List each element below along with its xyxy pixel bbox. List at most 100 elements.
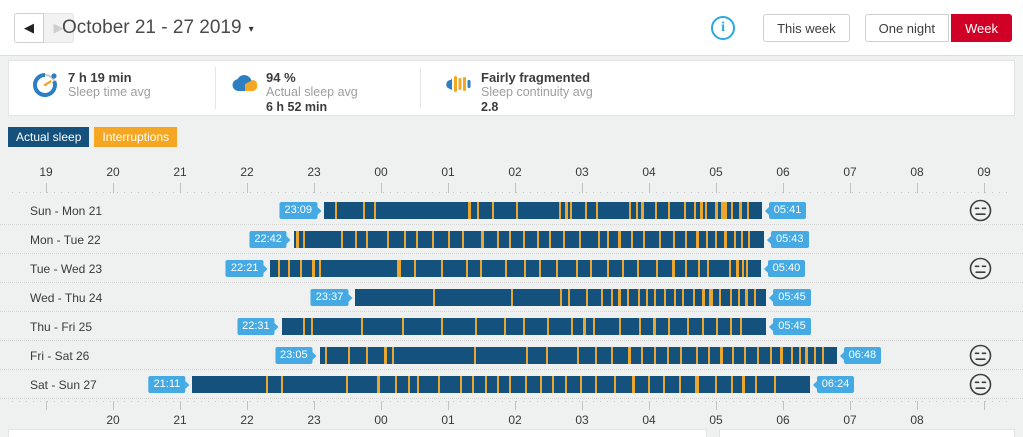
this-week-button[interactable]: This week [763, 14, 850, 42]
sleep-bar[interactable] [270, 260, 761, 277]
interruption-mark [705, 202, 708, 219]
bottom-axis-hour-label: 04 [642, 413, 656, 427]
interruption-mark [754, 289, 756, 306]
interruption-mark [668, 202, 671, 219]
interruption-mark [565, 202, 569, 219]
interruption-mark [303, 231, 306, 248]
interruption-mark [600, 289, 603, 306]
interruption-mark [595, 376, 598, 393]
one-night-button[interactable]: One night [864, 14, 949, 42]
interruption-mark [448, 231, 451, 248]
info-icon[interactable]: i [711, 16, 736, 40]
interruption-mark [684, 231, 687, 248]
next-week-button[interactable]: ▶ [44, 13, 74, 43]
interruption-mark [515, 202, 518, 219]
interruption-mark [674, 289, 677, 306]
top-axis-hour-label: 08 [910, 165, 924, 179]
sleep-end-time-badge: 05:41 [764, 202, 807, 219]
interruption-mark [524, 376, 527, 393]
interruption-mark [708, 347, 711, 364]
top-axis-hour-label: 00 [374, 165, 388, 179]
day-label: Mon - Tue 22 [30, 233, 101, 247]
interruption-mark [567, 289, 570, 306]
interruption-mark [683, 202, 686, 219]
interruption-mark [621, 260, 624, 277]
interruption-mark [496, 376, 499, 393]
previous-week-button[interactable]: ◀ [14, 13, 44, 43]
bottom-axis-hour-label: 20 [106, 413, 120, 427]
interruption-mark [522, 318, 525, 335]
interruption-mark [465, 260, 468, 277]
interruption-mark [552, 376, 555, 393]
bottom-axis-tick [381, 401, 382, 410]
interruption-mark [559, 289, 562, 306]
sleep-end-time-badge: 05:40 [763, 260, 806, 277]
interruption-mark [667, 347, 670, 364]
interruption-mark [618, 231, 622, 248]
top-axis-tick [381, 183, 382, 193]
bottom-axis-tick [984, 401, 985, 410]
top-axis-hour-label: 22 [240, 165, 254, 179]
chevron-down-icon: ▾ [248, 24, 254, 35]
interruption-mark [715, 202, 719, 219]
interruption-mark [503, 318, 506, 335]
bottom-axis-hour-label: 03 [575, 413, 589, 427]
top-axis-hour-label: 20 [106, 165, 120, 179]
interruption-mark [556, 260, 559, 277]
interruption-mark [607, 260, 610, 277]
top-axis-tick [582, 183, 583, 193]
interruption-mark [402, 318, 405, 335]
interruption-mark [680, 347, 683, 364]
interruption-mark [742, 376, 746, 393]
interruption-mark [414, 260, 417, 277]
interruption-mark [740, 231, 743, 248]
interruption-mark [559, 202, 562, 219]
interruption-mark [366, 231, 369, 248]
interruption-mark [480, 231, 484, 248]
interruption-mark [733, 231, 736, 248]
interruption-mark [595, 347, 598, 364]
bottom-axis-hour-label: 21 [173, 413, 187, 427]
interruption-mark [579, 231, 582, 248]
interruption-mark [636, 260, 639, 277]
bottom-axis-hour-label: 08 [910, 413, 924, 427]
bottom-axis-hour-label: 02 [508, 413, 522, 427]
top-axis-tick [113, 183, 114, 193]
interruption-mark [407, 376, 410, 393]
interruption-mark [744, 289, 748, 306]
top-axis-tick [448, 183, 449, 193]
interruption-mark [563, 231, 566, 248]
bottom-axis-tick [582, 401, 583, 410]
interruption-mark [723, 231, 727, 248]
interruption-mark [700, 202, 704, 219]
date-range-dropdown[interactable]: October 21 - 27 2019 ▾ [62, 0, 254, 56]
neutral-face-icon [969, 257, 992, 280]
interruption-mark [641, 202, 645, 219]
interruption-mark [396, 260, 401, 277]
interruption-mark [296, 231, 300, 248]
sleep-bar[interactable] [293, 231, 764, 248]
top-axis-tick [917, 183, 918, 193]
week-button-active[interactable]: Week [951, 14, 1012, 42]
sleep-bar[interactable] [355, 289, 767, 306]
sleep-row: Fri - Sat 26 23:05 06:48 [0, 341, 1023, 370]
sleep-bar[interactable] [192, 376, 810, 393]
bottom-axis-ruler [12, 401, 1013, 402]
bottom-axis-hour-label: 01 [441, 413, 455, 427]
interruption-mark [310, 318, 313, 335]
interruption-mark [598, 231, 601, 248]
interruption-mark [682, 289, 685, 306]
sleep-bar[interactable] [281, 318, 767, 335]
interruption-mark [685, 260, 688, 277]
bottom-axis-tick [649, 401, 650, 410]
interruption-mark [277, 260, 280, 277]
top-axis-hour-label: 09 [977, 165, 991, 179]
legend-actual-sleep[interactable]: Actual sleep [8, 127, 90, 147]
legend-interruptions[interactable]: Interruptions [94, 127, 178, 147]
sleep-bar[interactable] [319, 347, 837, 364]
interruption-mark [395, 376, 398, 393]
sleep-bar[interactable] [324, 202, 762, 219]
interruption-mark [582, 318, 586, 335]
interruption-mark [672, 260, 676, 277]
actual-sleep-avg-item: 94 % Actual sleep avg 6 h 52 min [216, 61, 420, 115]
